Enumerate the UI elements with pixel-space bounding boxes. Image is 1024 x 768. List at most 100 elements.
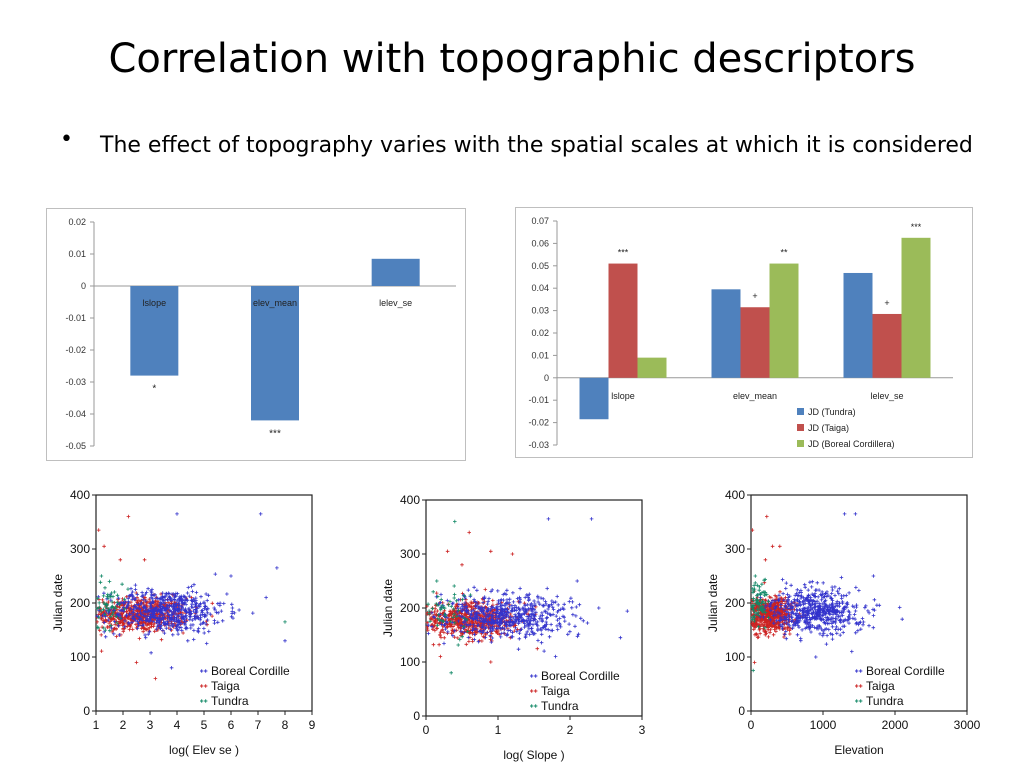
point-Tundra — [759, 601, 764, 606]
point-Tundra — [460, 597, 465, 602]
point-Boreal Cordille — [457, 598, 461, 602]
point-Boreal Cordille — [208, 612, 213, 616]
point-Boreal Cordille — [489, 640, 494, 644]
point-Boreal Cordille — [771, 598, 775, 603]
point-Boreal Cordille — [140, 623, 144, 628]
point-Boreal Cordille — [179, 598, 183, 603]
point-Boreal Cordille — [787, 618, 791, 622]
point-Boreal Cordille — [174, 591, 178, 596]
point-Taiga — [142, 595, 146, 600]
point-Boreal Cordille — [822, 620, 826, 625]
point-Taiga — [773, 593, 777, 598]
point-Boreal Cordille — [822, 606, 827, 611]
point-Boreal Cordille — [176, 601, 181, 606]
point-Boreal Cordille — [129, 586, 133, 591]
point-Tundra — [758, 592, 762, 596]
point-Boreal Cordille — [523, 634, 528, 638]
point-Boreal Cordille — [117, 633, 122, 637]
point-Boreal Cordille — [506, 615, 511, 619]
point-Boreal Cordille — [823, 591, 828, 596]
point-Tundra — [752, 587, 757, 591]
point-Boreal Cordille — [472, 637, 477, 642]
point-Boreal Cordille — [861, 623, 865, 627]
point-Boreal Cordille — [174, 604, 178, 608]
y-tick-label-6: 0.01 — [531, 350, 549, 360]
point-Boreal Cordille — [204, 592, 208, 596]
point-Boreal Cordille — [516, 621, 521, 626]
point-Boreal Cordille — [154, 627, 159, 631]
point-Boreal Cordille — [809, 585, 814, 589]
point-Boreal Cordille — [162, 606, 166, 610]
point-Taiga — [145, 623, 149, 628]
point-Boreal Cordille — [817, 601, 821, 606]
point-Taiga — [458, 621, 463, 626]
legend-label-2: JD (Boreal Cordillera) — [808, 439, 895, 449]
point-Boreal Cordille — [161, 613, 166, 617]
point-Boreal Cordille — [531, 604, 535, 608]
point-Boreal Cordille — [773, 606, 777, 610]
point-Boreal Cordille — [789, 615, 794, 620]
point-Boreal Cordille — [859, 627, 863, 631]
point-Tundra — [751, 615, 755, 619]
point-Taiga — [535, 646, 540, 651]
point-Tundra — [751, 590, 755, 595]
point-Boreal Cordille — [821, 581, 825, 585]
point-Boreal Cordille — [490, 605, 494, 609]
point-Taiga — [129, 600, 133, 604]
point-Taiga — [770, 624, 774, 628]
point-Boreal Cordille — [768, 618, 773, 622]
point-Boreal Cordille — [555, 594, 559, 599]
point-Boreal Cordille — [513, 612, 517, 617]
x-tick-label-7: 8 — [282, 718, 289, 732]
point-Taiga — [788, 632, 792, 636]
point-Boreal Cordille — [175, 608, 179, 613]
point-Boreal Cordille — [154, 596, 158, 601]
point-Boreal Cordille — [808, 608, 812, 613]
point-Boreal Cordille — [545, 615, 549, 620]
point-Boreal Cordille — [558, 623, 562, 627]
point-Boreal Cordille — [477, 616, 482, 620]
legend-marker-0 — [530, 674, 538, 678]
point-Taiga — [475, 629, 480, 634]
point-Boreal Cordille — [830, 637, 835, 641]
point-Tundra — [109, 623, 113, 628]
point-Taiga — [156, 600, 161, 604]
point-Taiga — [782, 626, 787, 630]
point-Boreal Cordille — [468, 622, 473, 627]
outlier-point-Taiga — [126, 514, 131, 519]
point-Boreal Cordille — [790, 626, 795, 630]
y-tick-label-0: 0.07 — [531, 216, 549, 226]
outlier-point-Taiga — [438, 654, 443, 659]
outlier-point-Tundra — [753, 574, 758, 578]
point-Taiga — [112, 601, 117, 605]
point-Boreal Cordille — [833, 611, 838, 615]
point-Taiga — [138, 610, 142, 614]
point-Boreal Cordille — [522, 621, 527, 626]
point-Boreal Cordille — [820, 617, 824, 622]
bar-lelev_se — [371, 258, 420, 286]
point-Boreal Cordille — [768, 604, 772, 609]
point-Boreal Cordille — [575, 634, 580, 639]
point-Boreal Cordille — [772, 621, 776, 625]
point-Taiga — [152, 622, 157, 626]
point-Boreal Cordille — [493, 620, 497, 625]
point-Boreal Cordille — [505, 610, 510, 614]
point-Boreal Cordille — [466, 588, 471, 592]
x-tick-label-1: 2 — [120, 718, 127, 732]
point-Boreal Cordille — [581, 619, 586, 623]
point-Boreal Cordille — [837, 610, 842, 614]
y-tick-label-9: -0.02 — [528, 418, 549, 428]
point-Boreal Cordille — [544, 620, 548, 624]
legend-marker-1 — [855, 684, 863, 688]
point-Boreal Cordille — [858, 620, 863, 624]
point-Boreal Cordille — [822, 599, 827, 604]
point-Boreal Cordille — [520, 612, 524, 617]
point-Boreal Cordille — [822, 594, 827, 599]
point-Boreal Cordille — [144, 599, 148, 603]
x-tick-label-3: 3 — [639, 723, 646, 737]
point-Tundra — [436, 616, 440, 621]
point-Boreal Cordille — [504, 624, 509, 629]
point-Boreal Cordille — [106, 618, 111, 622]
point-Boreal Cordille — [792, 597, 797, 602]
point-Taiga — [772, 627, 777, 632]
